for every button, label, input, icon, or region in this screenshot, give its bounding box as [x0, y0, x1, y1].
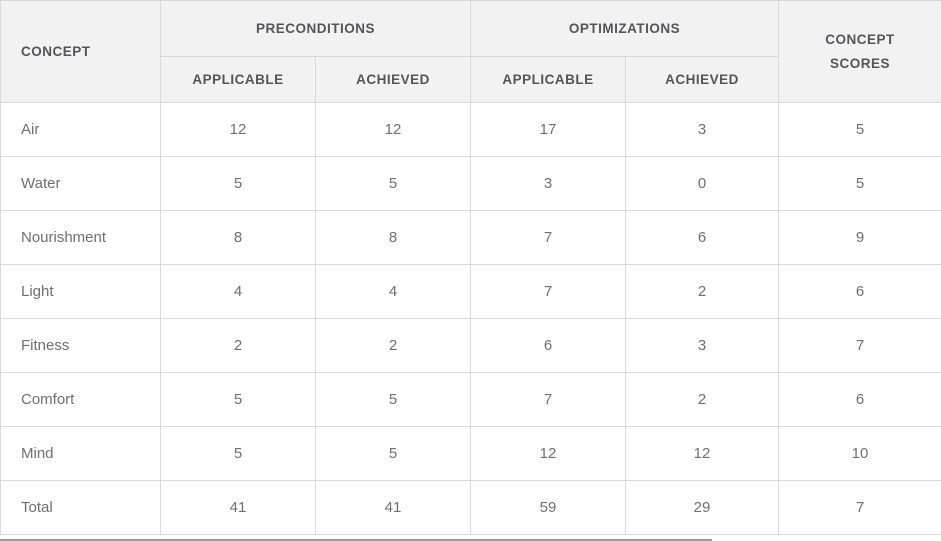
header-concept-scores: CONCEPT SCORES	[778, 0, 941, 103]
cell-opt-achieved: 2	[625, 264, 780, 319]
header-concept-scores-label: CONCEPT SCORES	[825, 31, 895, 71]
cell-concept: Light	[0, 264, 161, 319]
table-row-nourishment: Nourishment 8 8 7 6 9	[0, 210, 941, 265]
table-row-light: Light 4 4 7 2 6	[0, 264, 941, 319]
cell-concept-score: 5	[778, 156, 941, 211]
cell-opt-achieved: 0	[625, 156, 780, 211]
header-optimizations: OPTIMIZATIONS	[470, 0, 780, 57]
cell-pre-achieved: 2	[314, 318, 472, 373]
cell-concept: Total	[0, 480, 161, 535]
cell-concept-score: 7	[778, 318, 941, 373]
cell-pre-achieved: 8	[314, 210, 472, 265]
table-row-air: Air 12 12 17 3 5	[0, 102, 941, 157]
header-preconditions-achieved: ACHIEVED	[314, 56, 472, 103]
header-preconditions-applicable: APPLICABLE	[160, 56, 316, 103]
header-group-row: CONCEPT PRECONDITIONS OPTIMIZATIONS CONC…	[0, 0, 941, 103]
cell-concept-score: 5	[778, 102, 941, 157]
cell-opt-achieved: 3	[625, 102, 780, 157]
cell-opt-applicable: 7	[470, 210, 627, 265]
header-optimizations-applicable: APPLICABLE	[470, 56, 627, 103]
table-row-water: Water 5 5 3 0 5	[0, 156, 941, 211]
header-sub-row: APPLICABLE ACHIEVED APPLICABLE ACHIEVED	[1, 56, 941, 103]
cell-opt-achieved: 2	[625, 372, 780, 427]
cell-opt-applicable: 7	[470, 372, 627, 427]
cell-pre-achieved: 5	[314, 426, 472, 481]
table-body: Air 12 12 17 3 5 Water 5 5 3 0 5 Nourish…	[0, 102, 941, 535]
cell-opt-applicable: 3	[470, 156, 627, 211]
cell-concept-score: 9	[778, 210, 941, 265]
cell-concept: Fitness	[0, 318, 161, 373]
cell-pre-applicable: 12	[160, 102, 316, 157]
bottom-divider-rule	[0, 539, 712, 541]
cell-pre-achieved: 41	[314, 480, 472, 535]
cell-pre-applicable: 5	[160, 156, 316, 211]
table-header: CONCEPT PRECONDITIONS OPTIMIZATIONS CONC…	[0, 0, 941, 103]
cell-pre-applicable: 5	[160, 372, 316, 427]
cell-concept: Water	[0, 156, 161, 211]
cell-pre-applicable: 4	[160, 264, 316, 319]
cell-concept: Air	[0, 102, 161, 157]
cell-concept: Nourishment	[0, 210, 161, 265]
cell-pre-achieved: 5	[314, 372, 472, 427]
cell-opt-applicable: 17	[470, 102, 627, 157]
cell-concept-score: 10	[778, 426, 941, 481]
cell-pre-achieved: 4	[314, 264, 472, 319]
cell-opt-achieved: 3	[625, 318, 780, 373]
cell-concept-score: 7	[778, 480, 941, 535]
cell-opt-applicable: 7	[470, 264, 627, 319]
header-concept: CONCEPT	[0, 0, 161, 103]
cell-concept: Mind	[0, 426, 161, 481]
table-row-comfort: Comfort 5 5 7 2 6	[0, 372, 941, 427]
cell-opt-applicable: 59	[470, 480, 627, 535]
cell-pre-applicable: 5	[160, 426, 316, 481]
table-row-mind: Mind 5 5 12 12 10	[0, 426, 941, 481]
cell-pre-achieved: 5	[314, 156, 472, 211]
cell-concept-score: 6	[778, 264, 941, 319]
cell-opt-applicable: 6	[470, 318, 627, 373]
cell-concept-score: 6	[778, 372, 941, 427]
cell-opt-applicable: 12	[470, 426, 627, 481]
table-row-fitness: Fitness 2 2 6 3 7	[0, 318, 941, 373]
cell-pre-applicable: 41	[160, 480, 316, 535]
cell-opt-achieved: 12	[625, 426, 780, 481]
cell-concept: Comfort	[0, 372, 161, 427]
table-row-total: Total 41 41 59 29 7	[0, 480, 941, 535]
cell-opt-achieved: 29	[625, 480, 780, 535]
cell-opt-achieved: 6	[625, 210, 780, 265]
cell-pre-applicable: 2	[160, 318, 316, 373]
header-preconditions: PRECONDITIONS	[159, 0, 472, 57]
cell-pre-achieved: 12	[314, 102, 472, 157]
cell-pre-applicable: 8	[160, 210, 316, 265]
header-optimizations-achieved: ACHIEVED	[625, 56, 780, 103]
